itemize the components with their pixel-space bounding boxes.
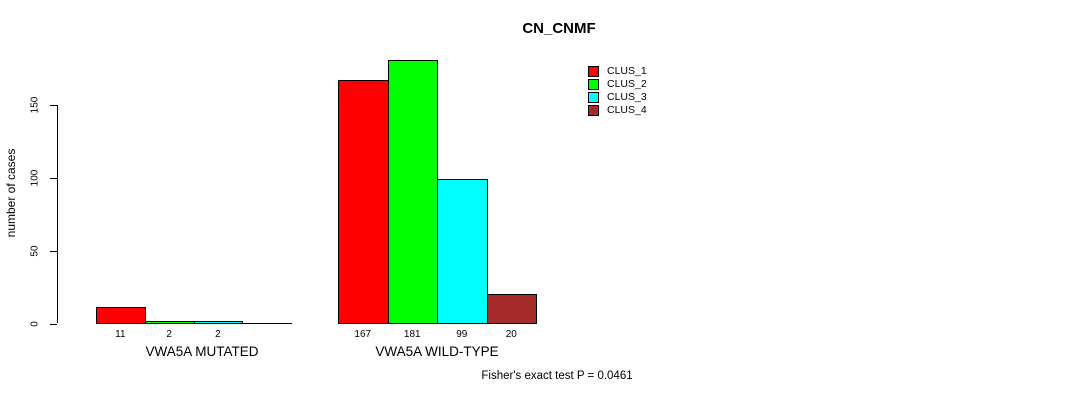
bar-value-label: 2: [215, 328, 221, 340]
legend-swatch-clus_2: [588, 79, 599, 90]
bar-clus_2: [144, 320, 195, 325]
y-axis-tick-label: 150: [29, 96, 41, 114]
bar-clus_3: [437, 179, 488, 325]
x-axis-category-label: VWA5A MUTATED: [145, 343, 259, 359]
legend-label-clus_3: CLUS_3: [607, 91, 647, 103]
y-axis-tick-label: 50: [29, 245, 41, 257]
bar-value-label: 2: [166, 328, 172, 340]
annotation-fisher-test: Fisher's exact test P = 0.0461: [481, 370, 633, 382]
y-axis-tick: [50, 323, 57, 325]
legend-swatch-clus_4: [588, 105, 599, 116]
legend-swatch-clus_3: [588, 92, 599, 103]
bar-clus_4: [486, 294, 537, 325]
bar-value-label: 167: [354, 328, 372, 340]
bar-value-label: 99: [456, 328, 468, 340]
y-axis-tick: [50, 105, 57, 107]
bar-clus_1: [96, 307, 146, 325]
bar-clus_3: [193, 320, 244, 325]
legend-label-clus_4: CLUS_4: [607, 104, 647, 116]
y-axis-line: [57, 105, 58, 324]
chart-title: CN_CNMF: [522, 20, 596, 37]
x-axis-category-label: VWA5A WILD-TYPE: [375, 343, 499, 359]
bar-value-label: 20: [505, 328, 517, 340]
bar-clus_2: [387, 59, 438, 325]
y-axis-tick: [50, 177, 57, 179]
y-axis-tick-label: 0: [29, 320, 41, 327]
bar-value-label: 11: [115, 328, 126, 340]
legend-swatch-clus_1: [588, 66, 599, 77]
y-axis-tick: [50, 250, 57, 252]
bar-value-label: 181: [403, 328, 421, 340]
legend-label-clus_1: CLUS_1: [607, 65, 647, 77]
y-axis-tick-label: 100: [29, 169, 41, 187]
legend-label-clus_2: CLUS_2: [607, 78, 647, 90]
bar-clus_1: [338, 80, 389, 325]
